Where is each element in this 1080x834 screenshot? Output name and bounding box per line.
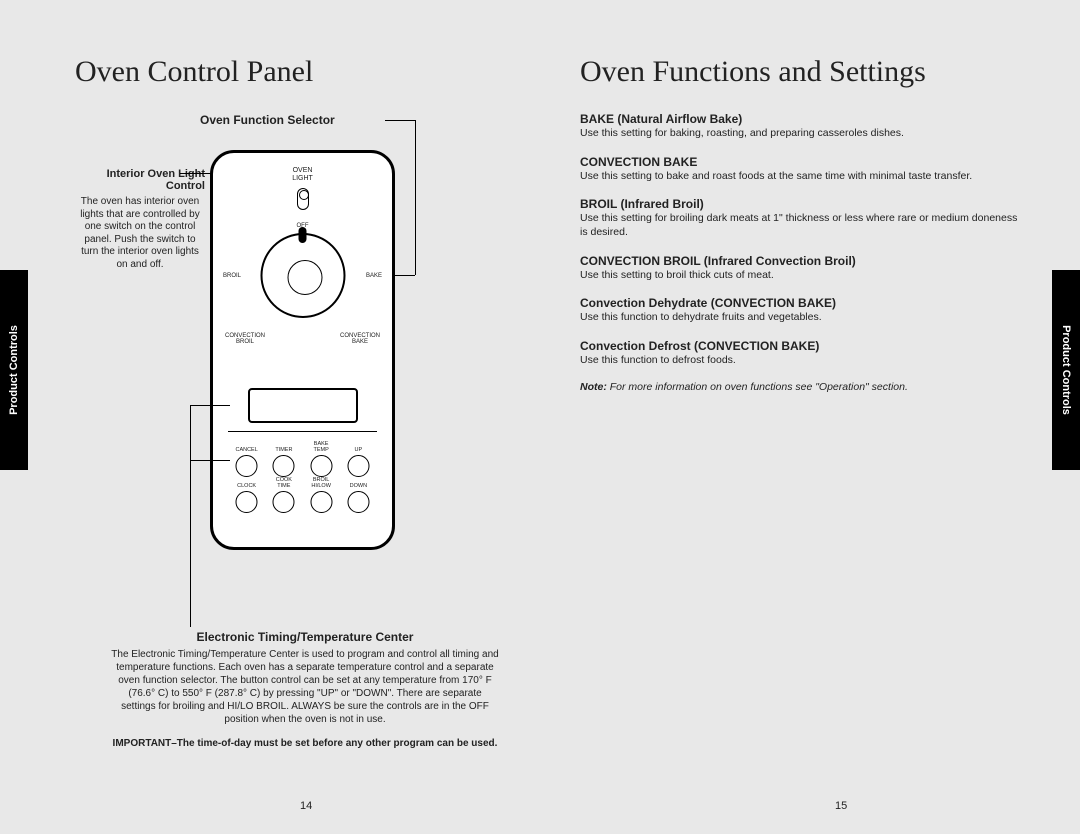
timing-title: Electronic Timing/Temperature Center [110,630,500,644]
timing-important: IMPORTANT–The time-of-day must be set be… [110,738,500,749]
right-page-title: Oven Functions and Settings [580,55,926,89]
function-body: Use this setting to bake and roast foods… [580,170,1020,184]
function-item: CONVECTION BROIL (Infrared Convection Br… [580,254,1020,283]
btn-label: CLOCK [230,479,263,489]
panel-button [347,491,369,513]
btn-label: BROIL HI/LOW [305,479,338,489]
functions-list: BAKE (Natural Airflow Bake) Use this set… [580,112,1020,393]
page-number-right: 15 [835,800,847,812]
side-tab-right: Product Controls [1052,270,1080,470]
function-body: Use this function to defrost foods. [580,354,1020,368]
function-dial [260,233,345,318]
dial-pos-bake: BAKE [366,273,382,279]
btn-label: TIMER [267,443,300,453]
interior-body: The oven has interior oven lights that a… [75,196,205,271]
btn-label: BAKE TEMP [305,443,338,453]
dial-pos-broil: BROIL [223,273,241,279]
btn-label: CANCEL [230,443,263,453]
btn-label: DOWN [342,479,375,489]
side-tab-left: Product Controls [0,270,28,470]
function-item: BAKE (Natural Airflow Bake) Use this set… [580,112,1020,141]
light-switch-icon [297,188,309,210]
interior-light-callout: Interior Oven Light Control The oven has… [75,168,205,271]
dial-pos-conv-broil: CONVECTION BROIL [221,333,269,345]
control-panel-diagram: OVEN LIGHT OFF BAKE CONVECTION BAKE CONV… [210,150,395,550]
panel-button [347,455,369,477]
function-title: CONVECTION BROIL (Infrared Convection Br… [580,254,1020,268]
function-body: Use this setting to broil thick cuts of … [580,269,1020,283]
panel-button [236,491,258,513]
function-body: Use this function to dehydrate fruits an… [580,311,1020,325]
function-body: Use this setting for baking, roasting, a… [580,127,1020,141]
panel-button [236,455,258,477]
function-body: Use this setting for broiling dark meats… [580,212,1020,239]
btn-label: UP [342,443,375,453]
selector-label: Oven Function Selector [200,113,335,127]
panel-button [273,491,295,513]
left-page-title: Oven Control Panel [75,55,313,89]
function-item: CONVECTION BAKE Use this setting to bake… [580,155,1020,184]
function-title: BAKE (Natural Airflow Bake) [580,112,1020,126]
function-note: Note: For more information on oven funct… [580,381,1020,393]
function-item: BROIL (Infrared Broil) Use this setting … [580,197,1020,239]
panel-button [273,455,295,477]
display-screen [248,388,358,423]
function-title: BROIL (Infrared Broil) [580,197,1020,211]
button-grid: CANCEL TIMER BAKE TEMP UP CLOCK COOK TIM… [230,443,375,513]
panel-button [310,455,332,477]
function-title: CONVECTION BAKE [580,155,1020,169]
page-number-left: 14 [300,800,312,812]
interior-title: Interior Oven Light Control [75,168,205,192]
timing-body: The Electronic Timing/Temperature Center… [110,648,500,726]
function-item: Convection Dehydrate (CONVECTION BAKE) U… [580,296,1020,325]
btn-label: COOK TIME [267,479,300,489]
function-item: Convection Defrost (CONVECTION BAKE) Use… [580,339,1020,368]
panel-button [310,491,332,513]
function-title: Convection Dehydrate (CONVECTION BAKE) [580,296,1020,310]
function-title: Convection Defrost (CONVECTION BAKE) [580,339,1020,353]
dial-pos-conv-bake: CONVECTION BAKE [336,333,384,345]
oven-light-label: OVEN LIGHT [213,167,392,182]
